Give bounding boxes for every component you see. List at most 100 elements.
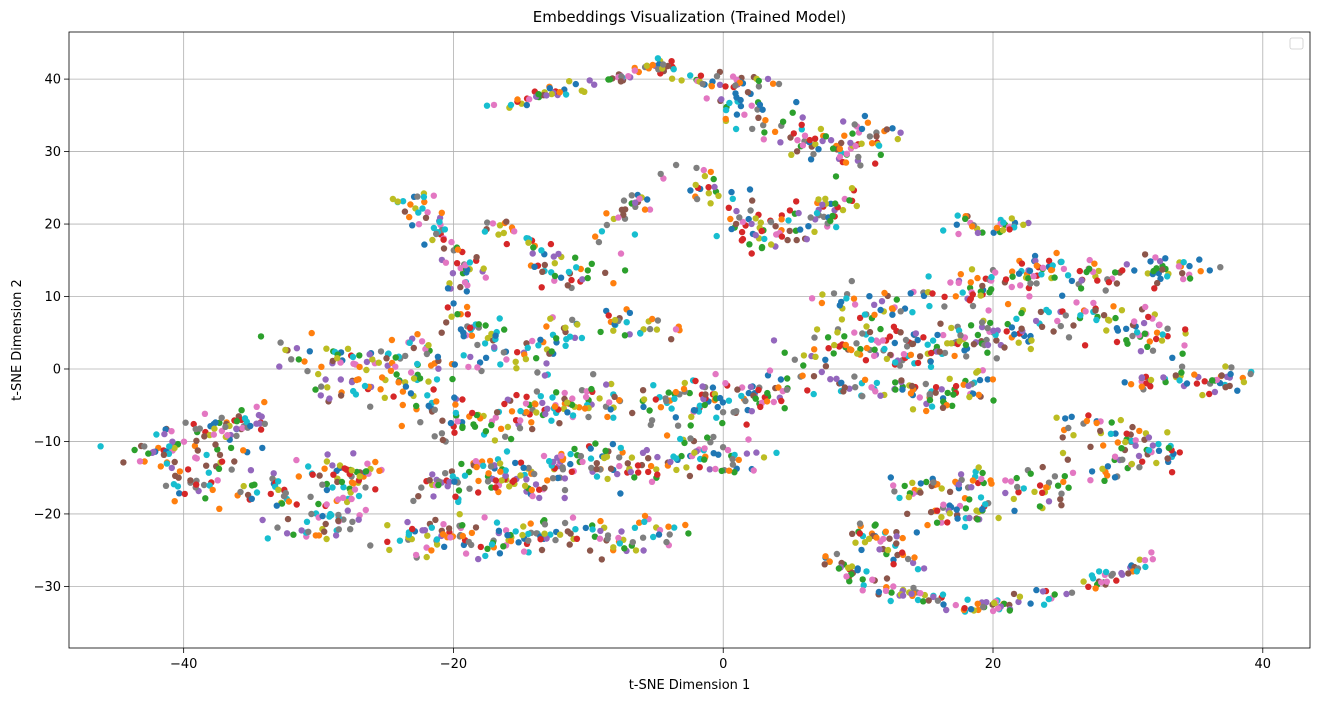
scatter-point xyxy=(738,228,746,236)
scatter-point xyxy=(519,531,526,539)
scatter-point xyxy=(841,132,848,139)
scatter-point xyxy=(951,352,958,360)
scatter-point xyxy=(524,344,531,351)
scatter-point xyxy=(806,136,813,144)
scatter-point xyxy=(967,279,974,286)
scatter-point xyxy=(1240,378,1248,386)
scatter-point xyxy=(1015,598,1022,606)
scatter-point xyxy=(746,186,754,193)
scatter-point xyxy=(562,324,569,331)
scatter-point xyxy=(824,334,832,341)
scatter-point xyxy=(436,218,443,226)
scatter-point xyxy=(190,420,197,428)
scatter-point xyxy=(417,419,424,426)
scatter-point xyxy=(822,363,830,370)
scatter-point xyxy=(961,347,968,354)
scatter-point xyxy=(153,431,160,438)
scatter-point xyxy=(285,498,293,505)
scatter-point xyxy=(421,527,429,534)
scatter-point xyxy=(615,214,622,221)
scatter-point xyxy=(887,597,894,605)
scatter-point xyxy=(1149,347,1157,354)
scatter-point xyxy=(641,512,649,520)
scatter-point xyxy=(551,260,558,267)
scatter-point xyxy=(758,244,766,252)
scatter-point xyxy=(586,77,593,84)
scatter-point xyxy=(984,341,992,349)
scatter-point xyxy=(425,378,432,385)
scatter-point xyxy=(756,101,764,109)
scatter-point xyxy=(426,477,433,484)
scatter-point xyxy=(920,292,928,299)
scatter-point xyxy=(653,326,661,333)
scatter-point xyxy=(303,518,311,525)
scatter-point xyxy=(1186,262,1193,270)
scatter-point xyxy=(1102,287,1109,294)
scatter-point xyxy=(875,142,883,149)
scatter-point xyxy=(1129,423,1136,431)
scatter-point xyxy=(466,485,473,492)
scatter-point xyxy=(640,403,647,411)
scatter-point xyxy=(468,332,476,339)
scatter-point xyxy=(1059,434,1066,441)
scatter-point xyxy=(1095,267,1102,275)
scatter-point xyxy=(899,386,906,393)
scatter-point xyxy=(1018,260,1026,267)
scatter-point xyxy=(1043,484,1050,491)
scatter-point xyxy=(743,421,750,428)
scatter-point xyxy=(777,376,785,383)
scatter-point xyxy=(940,601,947,608)
scatter-point xyxy=(569,514,577,521)
scatter-point xyxy=(597,517,604,525)
scatter-point xyxy=(609,440,617,448)
scatter-point xyxy=(891,488,898,495)
y-tick-label: 30 xyxy=(44,145,61,160)
scatter-point xyxy=(917,590,924,597)
scatter-point xyxy=(497,361,504,368)
scatter-point xyxy=(995,514,1002,522)
scatter-point xyxy=(539,268,546,275)
scatter-point xyxy=(1001,344,1008,351)
scatter-point xyxy=(978,323,986,331)
scatter-point xyxy=(172,472,179,479)
scatter-point xyxy=(181,490,188,498)
scatter-point xyxy=(501,326,508,333)
scatter-point xyxy=(706,466,713,473)
scatter-point xyxy=(886,333,894,340)
scatter-point xyxy=(1088,468,1096,475)
scatter-point xyxy=(907,290,914,297)
scatter-point xyxy=(449,375,456,383)
scatter-point xyxy=(1114,327,1122,334)
scatter-point xyxy=(512,459,519,467)
scatter-point xyxy=(361,382,369,390)
scatter-point xyxy=(451,429,458,436)
scatter-point xyxy=(829,145,837,152)
scatter-point xyxy=(1090,299,1097,307)
scatter-point xyxy=(1209,377,1216,384)
scatter-point xyxy=(1131,267,1138,274)
scatter-point xyxy=(323,345,330,352)
scatter-point xyxy=(1145,313,1152,321)
scatter-point xyxy=(733,207,740,215)
scatter-point xyxy=(847,139,854,147)
scatter-point xyxy=(672,414,679,421)
scatter-point xyxy=(784,375,791,382)
scatter-point xyxy=(383,355,390,362)
scatter-point xyxy=(517,417,524,424)
scatter-point xyxy=(168,464,175,472)
scatter-point xyxy=(866,328,874,336)
scatter-point xyxy=(990,327,997,334)
scatter-point xyxy=(742,397,749,405)
scatter-point xyxy=(579,276,586,283)
scatter-point xyxy=(1191,371,1198,378)
scatter-point xyxy=(556,420,563,427)
scatter-point xyxy=(169,438,176,445)
scatter-point xyxy=(654,471,661,478)
scatter-point xyxy=(445,525,453,532)
scatter-point xyxy=(547,240,555,248)
scatter-point xyxy=(1068,277,1076,285)
scatter-point xyxy=(709,384,717,391)
scatter-point xyxy=(923,478,930,486)
scatter-point xyxy=(555,250,562,258)
scatter-point xyxy=(506,483,513,490)
